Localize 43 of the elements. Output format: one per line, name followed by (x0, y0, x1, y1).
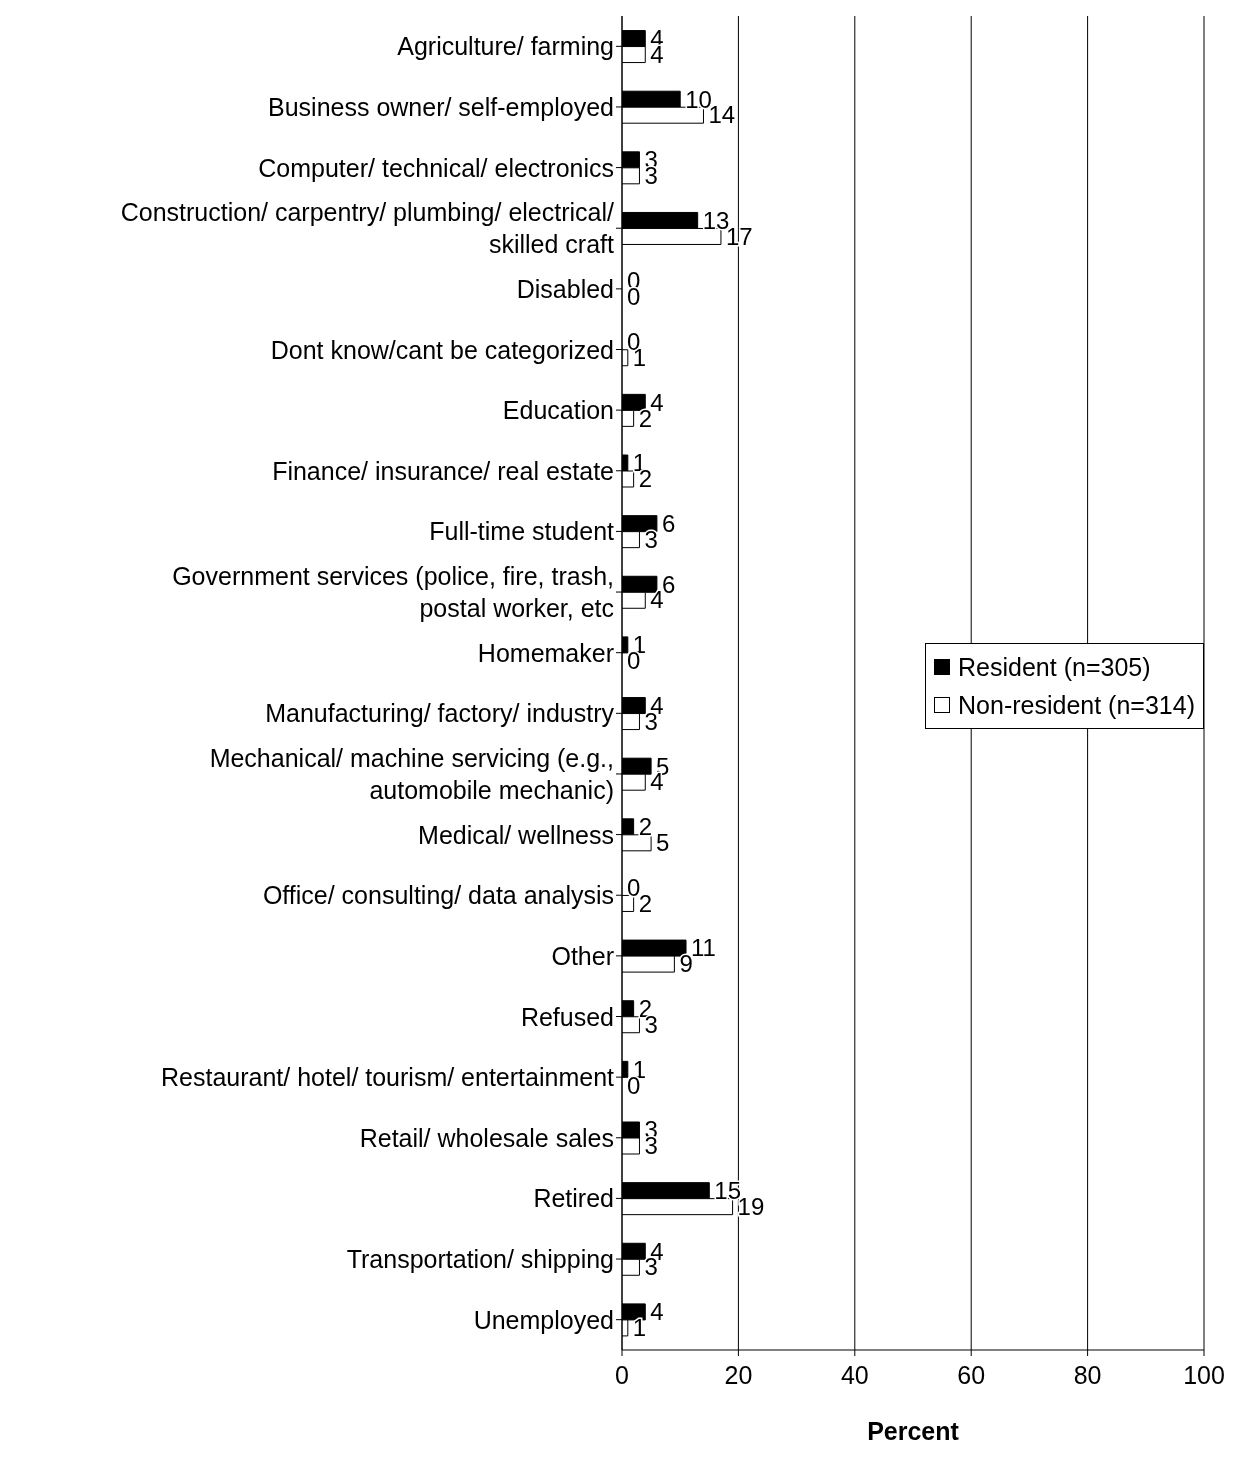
x-tick-label: 0 (615, 1360, 629, 1389)
y-tick-label: Agriculture/ farming (397, 32, 614, 61)
y-tick-label: Finance/ insurance/ real estate (272, 456, 614, 485)
data-label: 4 (650, 1298, 664, 1326)
y-tick-label: Business owner/ self-employed (268, 92, 614, 121)
x-tick-label: 80 (1073, 1360, 1102, 1389)
legend-label: Non-resident (n=314) (958, 690, 1195, 721)
y-tick-label: Dont know/cant be categorized (270, 335, 614, 364)
y-tick-label: Education (502, 396, 614, 425)
data-label: 5 (656, 828, 670, 856)
y-tick-label: Disabled (516, 274, 614, 303)
y-tick-label: Retail/ wholesale sales (359, 1123, 614, 1152)
y-tick-label: Refused (520, 1002, 614, 1031)
x-tick-label: 60 (957, 1360, 986, 1389)
y-tick-label: Mechanical/ machine servicing (e.g., automobile mechanic) (209, 743, 614, 804)
y-tick-label: Other (551, 941, 614, 970)
data-label: 6 (661, 510, 676, 538)
data-label: 6 (661, 570, 676, 598)
data-label: 1 (632, 1314, 647, 1342)
x-tick-label: 20 (724, 1360, 753, 1389)
y-tick-label: Retired (533, 1184, 614, 1213)
data-label: 9 (679, 950, 693, 978)
y-tick-label: Construction/ carpentry/ plumbing/ electrical/ skilled craft (120, 198, 615, 259)
y-tick-label: Full-time student (429, 517, 615, 546)
y-tick-label: Government services (police, fire, trash, postal worker, etc (172, 562, 614, 623)
data-label: 3 (644, 525, 658, 553)
y-tick-label: Office/ consulting/ data analysis (262, 881, 614, 910)
y-tick-label: Restaurant/ hotel/ tourism/ entertainment (160, 1063, 615, 1092)
data-label: 4 (650, 388, 664, 416)
y-tick-label: Medical/ wellness (418, 820, 614, 849)
y-tick-label: Unemployed (473, 1305, 614, 1334)
x-tick-label: 40 (840, 1360, 869, 1389)
y-tick-label: Computer/ technical/ electronics (258, 153, 614, 182)
x-axis-title: Percent (867, 1417, 960, 1445)
data-label: 11 (691, 934, 716, 962)
data-label: 4 (650, 586, 664, 614)
y-tick-label: Transportation/ shipping (346, 1245, 614, 1274)
data-label: 2 (638, 813, 652, 841)
legend-label: Resident (n=305) (958, 652, 1151, 683)
y-tick-label: Homemaker (477, 638, 614, 667)
data-label: 0 (627, 873, 641, 901)
x-tick-label: 100 (1183, 1360, 1225, 1389)
y-tick-label: Manufacturing/ factory/ industry (265, 699, 615, 728)
